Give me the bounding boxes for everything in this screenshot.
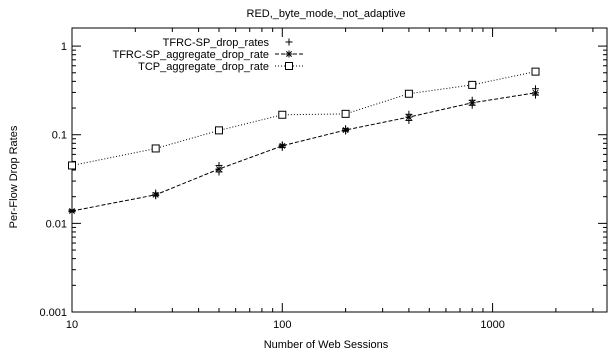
data-point bbox=[468, 80, 477, 89]
legend-marker bbox=[285, 38, 293, 46]
series-1 bbox=[68, 85, 540, 216]
chart-title: RED,_byte_mode,_not_adaptive bbox=[247, 8, 406, 20]
data-point bbox=[468, 99, 476, 107]
x-tick-label: 10 bbox=[66, 319, 78, 331]
marker-stroke bbox=[69, 207, 75, 214]
y-tick-label: 1 bbox=[61, 41, 67, 53]
data-point bbox=[68, 207, 76, 215]
y-tick-label: 0.001 bbox=[39, 307, 67, 319]
data-point bbox=[214, 126, 223, 135]
data-point bbox=[405, 113, 413, 121]
marker-stroke bbox=[286, 51, 292, 57]
x-tick-label: 100 bbox=[273, 319, 291, 331]
data-point bbox=[278, 110, 287, 119]
marker-stroke bbox=[532, 89, 539, 96]
marker-shape bbox=[341, 109, 350, 118]
data-point bbox=[342, 126, 350, 134]
legend-marker bbox=[285, 50, 293, 58]
plot-area: 0.001 0.01 0.1 1 10 100 1000 TFRC-SP_drop_rates… bbox=[39, 27, 608, 331]
y-tick-label: 0.1 bbox=[52, 130, 67, 142]
marker-shape bbox=[151, 144, 160, 153]
x-axis-label: Number of Web Sessions bbox=[264, 339, 389, 351]
marker-stroke bbox=[405, 114, 412, 121]
marker-stroke bbox=[342, 127, 349, 134]
legend: TFRC-SP_drop_ratesTFRC-SP_aggregate_drop… bbox=[112, 37, 303, 73]
y-tick-label: 0.01 bbox=[46, 218, 67, 230]
legend-label: TFRC-SP_drop_rates bbox=[163, 37, 270, 49]
marker-shape bbox=[278, 110, 287, 119]
marker-shape bbox=[468, 80, 477, 89]
marker-stroke bbox=[152, 191, 159, 198]
legend-marker bbox=[285, 62, 293, 70]
data-point bbox=[404, 89, 413, 98]
marker-stroke bbox=[279, 142, 286, 149]
series-line bbox=[71, 92, 536, 212]
marker-shape bbox=[404, 89, 413, 98]
data-point bbox=[531, 67, 540, 76]
marker-shape bbox=[531, 67, 540, 76]
marker-shape bbox=[214, 126, 223, 135]
x-tick-label: 1000 bbox=[480, 319, 504, 331]
series-2 bbox=[68, 89, 540, 215]
legend-label: TCP_aggregate_drop_rate bbox=[138, 61, 269, 73]
data-point bbox=[68, 161, 76, 170]
data-point bbox=[152, 191, 160, 199]
data-point bbox=[151, 144, 160, 153]
legend-label: TFRC-SP_aggregate_drop_rate bbox=[112, 49, 269, 61]
marker-shape bbox=[68, 161, 76, 170]
marker-stroke bbox=[469, 99, 476, 106]
data-point bbox=[215, 165, 223, 173]
series-line bbox=[71, 71, 536, 166]
marker-stroke bbox=[216, 166, 222, 173]
data-point bbox=[341, 109, 350, 118]
series-3 bbox=[68, 67, 540, 170]
data-point bbox=[278, 142, 286, 150]
data-point bbox=[532, 89, 540, 97]
marker-shape bbox=[285, 62, 293, 70]
y-axis-label: Per-Flow Drop Rates bbox=[8, 125, 20, 228]
